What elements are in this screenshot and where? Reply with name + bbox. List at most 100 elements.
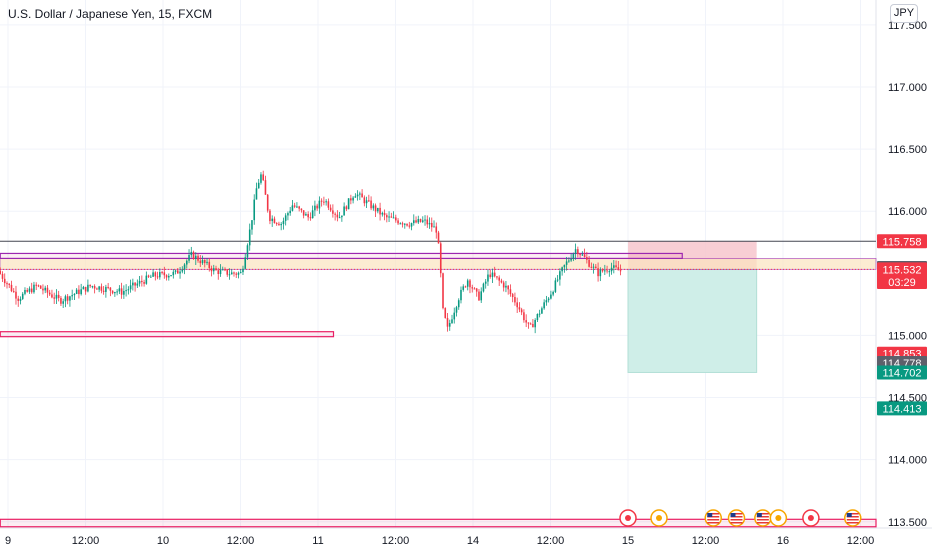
candle-body bbox=[453, 312, 456, 320]
candle-body bbox=[203, 260, 206, 264]
candle-body bbox=[91, 286, 94, 288]
candle-body bbox=[159, 272, 161, 278]
candle-body bbox=[145, 275, 148, 284]
candle-body bbox=[565, 261, 568, 265]
candle-body bbox=[269, 210, 271, 222]
candle-body bbox=[354, 196, 357, 198]
candle-body bbox=[365, 200, 368, 204]
candle-body bbox=[491, 272, 494, 277]
candle-body bbox=[460, 289, 462, 301]
candle-body bbox=[242, 268, 244, 273]
candle-body bbox=[266, 194, 269, 211]
candle-body bbox=[221, 269, 224, 271]
candle-body bbox=[534, 319, 536, 328]
candle-body bbox=[120, 288, 123, 295]
x-tick-label: 14 bbox=[467, 535, 479, 547]
candle-body bbox=[132, 282, 134, 286]
candle-body bbox=[511, 294, 514, 298]
candle-body bbox=[617, 267, 620, 271]
candle-body bbox=[260, 174, 262, 183]
candle-body bbox=[177, 270, 179, 274]
zone-band bbox=[0, 258, 877, 270]
candle-body bbox=[165, 275, 168, 278]
candle-body bbox=[114, 291, 116, 294]
candle-body bbox=[538, 313, 541, 315]
candle-body bbox=[498, 277, 500, 281]
us-flag-icon bbox=[844, 509, 862, 527]
candle-body bbox=[230, 272, 233, 275]
candle-body bbox=[170, 275, 172, 277]
candle-body bbox=[356, 194, 359, 197]
y-tick-label: 116.000 bbox=[888, 206, 927, 218]
candle-body bbox=[547, 298, 550, 301]
candle-body bbox=[368, 200, 370, 202]
candle-body bbox=[3, 278, 6, 284]
candle-body bbox=[516, 302, 518, 308]
candle-body bbox=[579, 254, 581, 256]
candle-body bbox=[372, 205, 375, 209]
candle-body bbox=[556, 279, 559, 281]
candle-body bbox=[174, 270, 177, 272]
candle-body bbox=[73, 293, 76, 296]
candle-body bbox=[482, 283, 485, 292]
candle-body bbox=[451, 319, 453, 324]
price-label-box bbox=[877, 262, 927, 277]
price-label-box bbox=[877, 401, 927, 416]
candle-body bbox=[604, 270, 606, 272]
candle-body bbox=[183, 264, 186, 270]
candle-body bbox=[529, 323, 532, 325]
candle-body bbox=[244, 257, 247, 269]
price-label-text: 114.702 bbox=[883, 367, 922, 379]
us-flag-stripe bbox=[707, 519, 720, 521]
chart-title: U.S. Dollar / Japanese Yen, 15, FXCM bbox=[8, 7, 213, 21]
candle-body bbox=[318, 200, 321, 209]
candle-body bbox=[597, 268, 599, 277]
candle-body bbox=[574, 249, 577, 254]
candle-body bbox=[320, 200, 323, 202]
candle-body bbox=[172, 271, 175, 276]
candle-body bbox=[212, 268, 215, 272]
candle-body bbox=[428, 222, 431, 225]
candle-body bbox=[239, 272, 242, 274]
candle-body bbox=[606, 270, 608, 272]
candle-body bbox=[298, 206, 300, 209]
candle-body bbox=[197, 255, 199, 261]
y-tick-label: 116.500 bbox=[888, 144, 927, 156]
us-flag-stripe bbox=[846, 513, 859, 515]
candle-body bbox=[550, 294, 552, 299]
candle-body bbox=[289, 210, 291, 214]
x-tick-label: 16 bbox=[777, 535, 789, 547]
candle-body bbox=[361, 193, 363, 198]
red-event-dot bbox=[807, 515, 814, 521]
candle-body bbox=[257, 182, 260, 189]
candle-body bbox=[343, 206, 345, 216]
candle-body bbox=[527, 322, 530, 324]
candle-body bbox=[219, 269, 222, 275]
candle-body bbox=[307, 214, 309, 218]
x-tick-label: 12:00 bbox=[227, 535, 255, 547]
currency-button[interactable]: JPY bbox=[890, 4, 918, 23]
red-event-dot bbox=[625, 515, 631, 521]
candle-body bbox=[181, 269, 184, 272]
candle-body bbox=[514, 297, 516, 303]
candle-body bbox=[44, 287, 46, 291]
candle-body bbox=[316, 205, 318, 209]
price-label-text: 115.758 bbox=[883, 236, 922, 248]
candle-body bbox=[325, 201, 327, 203]
candle-body bbox=[417, 219, 420, 223]
candle-body bbox=[271, 218, 273, 222]
us-flag-canton bbox=[756, 513, 762, 517]
candle-body bbox=[435, 226, 438, 233]
candle-body bbox=[388, 216, 390, 218]
candle-body bbox=[581, 254, 584, 256]
x-tick-label: 10 bbox=[157, 535, 169, 547]
candle-body bbox=[518, 307, 521, 310]
candle-body bbox=[448, 323, 451, 327]
candle-body bbox=[613, 265, 615, 268]
candle-body bbox=[469, 280, 471, 288]
candle-body bbox=[24, 289, 26, 294]
candle-body bbox=[559, 271, 561, 280]
candle-body bbox=[410, 223, 413, 227]
